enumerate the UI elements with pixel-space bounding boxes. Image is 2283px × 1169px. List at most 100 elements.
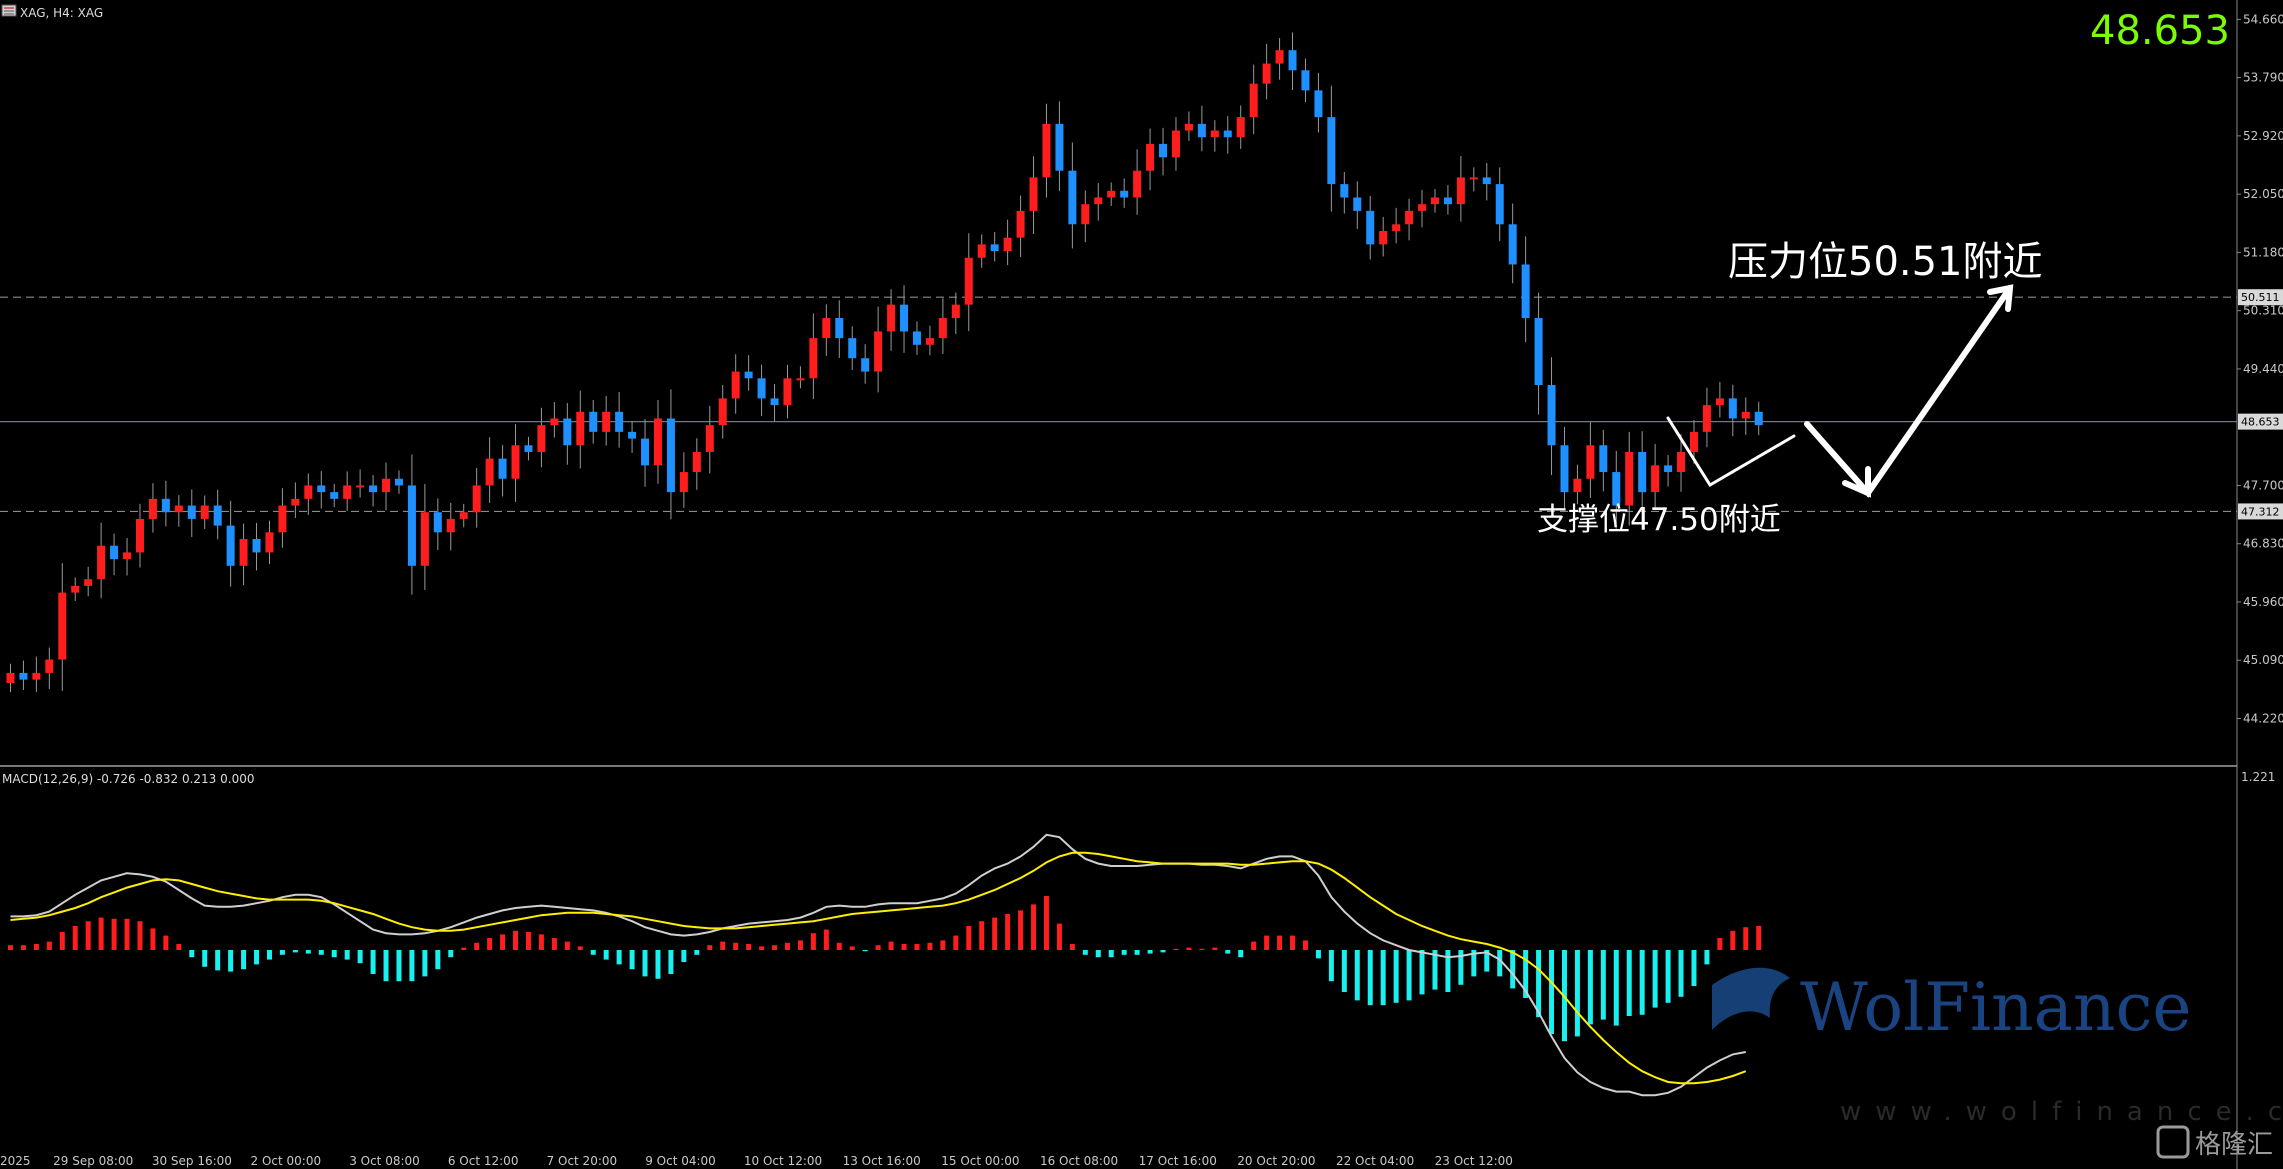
arrowhead-up <box>1987 284 2014 312</box>
candle <box>1184 111 1193 141</box>
candle <box>1236 105 1245 149</box>
level-tag-1: 48.653 <box>2241 416 2280 429</box>
macd-hist-bar <box>668 950 674 974</box>
level-tag-bg-2 <box>2238 503 2283 520</box>
candle <box>951 292 960 335</box>
candle <box>977 234 986 268</box>
candle <box>1521 236 1530 343</box>
macd-hist-bar <box>266 950 272 960</box>
macd-lines <box>10 833 1747 1097</box>
macd-hist-bar <box>176 944 182 950</box>
candle <box>420 484 429 590</box>
candle <box>628 421 637 453</box>
macd-hist-bar <box>1095 950 1101 958</box>
macd-hist-bar <box>875 945 881 950</box>
candle <box>407 454 416 595</box>
macd-hist-bar <box>1199 948 1205 950</box>
candle <box>1430 189 1439 213</box>
candle <box>19 660 28 691</box>
macd-hist-bar <box>1018 910 1024 950</box>
macd-hist-bar <box>513 930 519 950</box>
candle <box>1534 292 1543 415</box>
x-tick-label: 6 Oct 12:00 <box>448 1154 519 1168</box>
macd-header: MACD(12,26,9) -0.726 -0.832 0.213 0.000 <box>2 772 254 786</box>
macd-hist-bar <box>7 945 13 950</box>
macd-hist-bar <box>1600 950 1606 1020</box>
candle <box>1159 127 1168 176</box>
candle <box>1042 103 1051 198</box>
resistance-annotation: 压力位50.51附近 <box>1728 239 2043 285</box>
candle <box>433 498 442 551</box>
macd-line <box>10 833 1746 1097</box>
candle <box>1288 32 1297 91</box>
candle <box>757 364 766 417</box>
candle <box>718 385 727 439</box>
macd-hist-bar <box>1626 950 1632 1016</box>
watermark: WolFinance www.wolfinance.com 格隆汇 <box>1712 967 2283 1160</box>
macd-hist-bar <box>500 934 506 950</box>
macd-hist-bar <box>1341 950 1347 992</box>
candle <box>1094 183 1103 221</box>
candle <box>485 437 494 503</box>
arrowhead-down <box>1842 466 1871 498</box>
macd-hist-bar <box>383 950 389 982</box>
candle <box>964 233 973 332</box>
macd-hist-bar <box>1354 950 1360 1001</box>
candle <box>459 503 468 528</box>
candle <box>1171 117 1180 171</box>
macd-hist-bar <box>279 950 285 955</box>
macd-hist-bar <box>254 950 260 965</box>
y-tick-label: 45.960 <box>2243 595 2283 609</box>
candle <box>1107 182 1116 206</box>
candle <box>1689 420 1698 464</box>
macd-hist-bar <box>746 944 752 950</box>
macd-hist-bar <box>1536 950 1542 1018</box>
macd-hist-bar <box>707 945 713 950</box>
watermark-url: www.wolfinance.com <box>1840 1097 2283 1127</box>
candle <box>1418 189 1427 228</box>
candle <box>1586 422 1595 498</box>
x-tick-label: 29 Sep 08:00 <box>53 1154 133 1168</box>
candle <box>809 313 818 400</box>
candle <box>589 400 598 444</box>
candle <box>1301 58 1310 103</box>
candle <box>356 469 365 498</box>
candle <box>97 522 106 599</box>
y-tick-label: 45.090 <box>2243 653 2283 667</box>
x-tick-label: 16 Oct 08:00 <box>1040 1154 1118 1168</box>
last-price-display: 48.653 <box>2090 8 2230 54</box>
x-tick-label: 23 Oct 12:00 <box>1435 1154 1513 1168</box>
gelonghui-logo-icon <box>2156 1125 2190 1159</box>
candle <box>550 402 559 438</box>
resistance-label: 压力位50.51附近 <box>1728 239 2043 285</box>
macd-hist-bar <box>1069 944 1075 950</box>
candle <box>744 355 753 391</box>
macd-hist-bar <box>1471 950 1477 977</box>
y-tick-label: 52.050 <box>2243 187 2283 201</box>
macd-hist-bar <box>772 945 778 950</box>
macd-hist-bar <box>1743 927 1749 950</box>
macd-hist-bar <box>616 950 622 965</box>
candle <box>1314 72 1323 133</box>
x-tick-label: 9 Oct 04:00 <box>645 1154 716 1168</box>
macd-hist-bar <box>1367 950 1373 1006</box>
macd-hist-bar <box>1031 904 1037 950</box>
macd-hist-bar <box>681 950 687 962</box>
candle <box>1728 384 1737 437</box>
macd-hist-bar <box>59 932 65 950</box>
macd-hist-bar <box>487 938 493 950</box>
price-axis: 50.511 48.653 47.312 54.660 53.790 52.920 52.0… <box>2237 12 2283 725</box>
y-tick-label: 53.790 <box>2243 71 2283 85</box>
candle <box>537 407 546 468</box>
macd-hist-bar <box>1665 950 1671 1003</box>
y-tick-label: 46.830 <box>2243 537 2283 551</box>
candle <box>861 344 870 384</box>
y-tick-label: 54.660 <box>2243 12 2283 26</box>
candle <box>369 475 378 507</box>
candle <box>666 389 675 520</box>
macd-hist-bar <box>435 950 441 970</box>
macd-hist-bar <box>46 941 52 950</box>
candle <box>291 482 300 518</box>
macd-hist-bar <box>1108 950 1114 958</box>
